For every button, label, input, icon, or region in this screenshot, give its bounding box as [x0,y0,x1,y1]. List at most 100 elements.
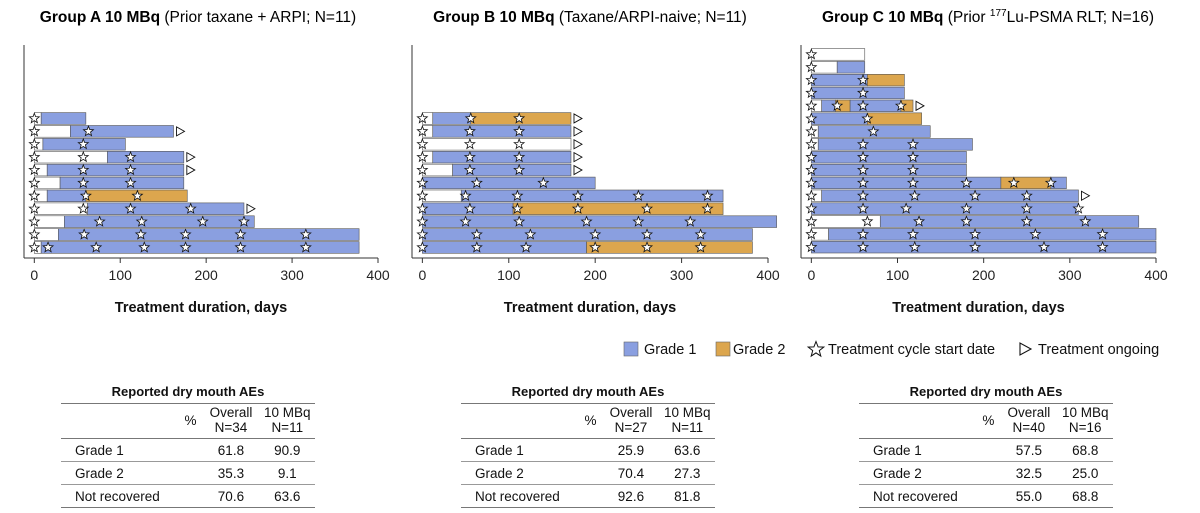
patient-row [28,202,256,215]
cycle-star-icon [805,150,818,163]
cycle-star-icon [1044,176,1057,189]
cycle-star-icon [805,227,818,240]
cycle-star-icon [805,60,818,73]
chart-title-bold: Group C 10 MBq [822,9,948,26]
patient-row [805,99,925,112]
table-title: Reported dry mouth AEs [111,384,265,399]
legend-grade2-label: Grade 2 [733,342,785,358]
grade1-segment [452,163,572,177]
x-tick-label: 100 [886,267,910,283]
cycle-star-icon [124,176,137,189]
cycle-star-icon [470,176,483,189]
grade1-segment [836,61,866,74]
cycle-star-icon [805,73,818,86]
patient-row [805,150,967,164]
grade1-segment [811,74,868,87]
cycle-star-icon [857,176,870,189]
patient-row [28,189,188,202]
grade2-segment [1000,176,1052,190]
cycle-star-icon [805,215,818,227]
no-ae-segment [811,48,866,61]
cycle-star-icon [511,202,524,214]
patient-row [28,215,255,228]
x-tick-label: 0 [807,267,815,283]
cycle-star-icon [524,228,537,240]
ongoing-triangle-icon [573,113,583,124]
ongoing-triangle-icon [176,126,186,137]
cycle-star-icon [960,202,973,214]
grade1-segment [87,202,245,215]
cycle-star-icon [28,137,41,150]
cycle-star-icon [416,228,429,240]
cycle-star-icon [701,189,714,201]
cycle-star-icon [184,202,197,214]
cycle-star-icon [857,86,870,99]
patient-row [805,125,931,138]
cycle-star-icon [77,150,90,163]
ongoing-triangle-icon [573,151,583,163]
cycle-star-icon [28,228,41,240]
patient-row [28,137,126,151]
grade1-segment [879,215,1140,228]
grade1-segment [46,189,87,202]
cycle-star-icon [463,137,476,150]
dose-header: 10 MBq N=16 [1061,405,1109,435]
pct-header: % [184,412,197,428]
x-axis-label: Treatment duration, days [892,300,1064,316]
cycle-star-icon [571,189,584,201]
legend-grade2-swatch [715,341,731,357]
ongoing-triangle-icon [573,138,583,150]
cycle-star-icon [857,138,870,150]
cycle-star-icon [694,241,707,253]
cycle-star-icon [913,215,926,227]
no-ae-segment [422,138,572,151]
cycle-star-icon [861,112,874,124]
cycle-star-icon [28,215,41,227]
patient-row [416,176,596,190]
x-tick-label: 300 [280,267,304,283]
cycle-star-icon [77,176,90,189]
dose-header: 10 MBq N=11 [264,405,311,435]
cycle-star-icon [1029,227,1042,240]
patient-row [805,48,866,61]
grade1-segment [811,151,967,164]
chart-title-text: (Prior [948,9,990,26]
grade1-segment [849,99,902,112]
cycle-star-icon [805,189,818,201]
pct-header: % [982,412,995,428]
patient-row [416,189,724,202]
x-tick-label: 400 [1144,267,1168,283]
cycle-star-icon [1007,176,1020,189]
cycle-star-icon [299,228,312,240]
grade1-segment [811,163,967,177]
cycle-star-icon [463,125,476,137]
grade1-segment [40,241,360,254]
cycle-star-icon [906,138,920,150]
patient-row [416,125,583,138]
cycle-star-icon [135,215,148,227]
x-tick-label: 300 [1058,267,1082,283]
cycle-star-icon [1020,202,1033,214]
patient-row [416,163,583,177]
x-axis-label: Treatment duration, days [115,300,287,316]
cycle-star-icon [589,241,602,253]
cycle-star-icon [969,240,982,253]
cycle-star-icon [511,189,524,201]
cycle-star-icon [684,215,697,227]
cycle-star-icon [134,228,147,240]
patient-row [805,112,922,125]
chart-title-bold: Group B 10 MBq [433,9,559,26]
cycle-star-icon [857,202,870,214]
cycle-star-icon [234,241,247,253]
cycle-star-icon [470,228,483,240]
cycle-star-icon [463,150,476,163]
x-tick-label: 200 [194,267,218,283]
legend-ongoing-label: Treatment ongoing [1038,342,1159,358]
patient-row [805,138,973,151]
cycle-star-icon [28,202,41,214]
cycle-star-icon [416,150,429,163]
ae-table-group-c: Reported dry mouth AEs % Overall N=40 10 … [859,384,1113,508]
table-row: Grade 1 25.9 63.6 [461,439,715,462]
cycle-star-icon [513,215,526,227]
